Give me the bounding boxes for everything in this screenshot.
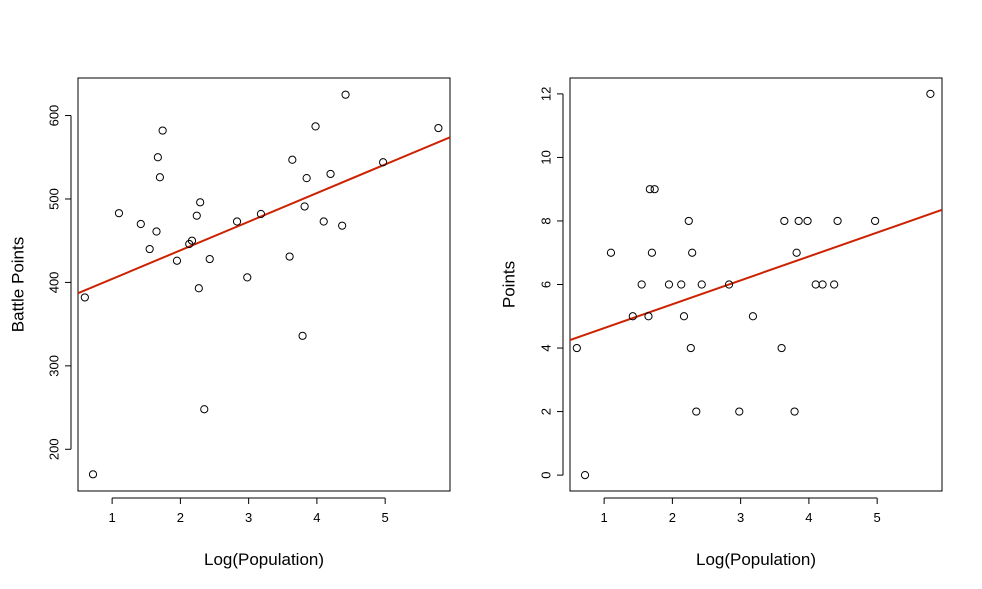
data-point: [192, 211, 201, 220]
x-axis-label: Log(Population): [696, 550, 816, 569]
plot-frame: [569, 77, 943, 492]
data-point: [300, 202, 309, 211]
panel-1: 1 2 3 4 5 200 300 400 500 600 Log(Population) Battl…: [9, 77, 451, 569]
data-point: [196, 198, 205, 207]
data-point: [205, 254, 214, 264]
x-tick-label: 4: [313, 510, 320, 525]
data-point: [256, 209, 266, 219]
data-point: [679, 312, 689, 321]
data-point: [114, 209, 124, 218]
data-point: [645, 185, 654, 194]
x-tick-label: 3: [737, 510, 744, 525]
data-point: [628, 312, 637, 321]
data-point: [664, 280, 674, 289]
data-point: [288, 155, 297, 164]
data-point: [194, 284, 203, 293]
y-tick-label: 400: [47, 272, 62, 294]
data-point: [794, 216, 803, 226]
y-axis-label: Points: [500, 261, 519, 308]
data-point: [686, 343, 695, 353]
y-tick-label: 600: [47, 105, 62, 127]
data-point: [735, 407, 744, 416]
data-point: [302, 174, 311, 183]
data-point: [172, 256, 182, 265]
data-point: [285, 252, 294, 261]
y-tick-label: 4: [539, 344, 554, 351]
x-tick-label: 1: [601, 510, 608, 525]
data-point: [187, 236, 197, 245]
data-point: [80, 293, 89, 302]
data-point: [311, 122, 320, 131]
data-point: [644, 312, 653, 321]
y-tick-label: 8: [539, 217, 554, 224]
x-tick-label: 1: [109, 510, 116, 525]
data-point: [341, 90, 350, 99]
data-point: [684, 216, 693, 226]
data-point: [606, 248, 616, 257]
data-point: [677, 280, 686, 289]
y-tick-label: 10: [539, 150, 554, 164]
data-point: [136, 219, 145, 229]
data-point: [88, 470, 98, 479]
y-tick-label: 0: [539, 471, 554, 478]
x-tick-label: 5: [382, 510, 389, 525]
plot-frame: [77, 77, 451, 492]
data-point: [926, 89, 935, 98]
data-point: [580, 471, 590, 480]
data-point: [153, 153, 162, 162]
data-point: [647, 248, 657, 257]
data-point: [152, 227, 161, 236]
y-tick-label: 500: [47, 188, 62, 210]
data-point: [434, 123, 443, 133]
data-point: [790, 407, 799, 416]
x-tick-label: 5: [874, 510, 881, 525]
data-point: [637, 280, 646, 289]
x-tick-label: 3: [245, 510, 252, 525]
regression-line: [570, 208, 942, 342]
y-tick-label: 2: [539, 408, 554, 415]
data-point: [697, 280, 706, 289]
data-point: [833, 216, 842, 226]
y-tick-label: 200: [47, 438, 62, 460]
data-point: [155, 173, 165, 182]
data-point: [811, 280, 820, 289]
x-axis-label: Log(Population): [204, 550, 324, 569]
data-point: [792, 248, 801, 257]
x-tick-label: 2: [669, 510, 676, 525]
data-point: [319, 217, 328, 226]
data-point: [692, 407, 701, 416]
data-point: [650, 185, 659, 194]
data-point: [780, 216, 789, 226]
data-point: [748, 312, 758, 321]
y-tick-label: 6: [539, 281, 554, 288]
data-point: [379, 158, 388, 167]
x-tick-label: 2: [177, 510, 184, 525]
data-point: [298, 331, 307, 340]
data-point: [777, 343, 786, 353]
y-tick-label: 12: [539, 87, 554, 101]
y-axis-label: Battle Points: [9, 237, 28, 332]
data-point: [326, 169, 335, 179]
x-tick-label: 4: [805, 510, 812, 525]
data-point: [724, 280, 734, 289]
data-point: [688, 248, 697, 257]
data-point: [830, 280, 839, 289]
data-point: [338, 221, 347, 230]
data-point: [200, 405, 209, 414]
y-tick-label: 300: [47, 355, 62, 377]
data-point: [572, 343, 581, 353]
data-point: [818, 280, 827, 289]
data-point: [232, 217, 242, 226]
data-point: [243, 273, 252, 282]
data-point: [145, 244, 154, 254]
data-point: [871, 216, 880, 226]
data-point: [803, 216, 812, 226]
data-point: [158, 126, 167, 135]
